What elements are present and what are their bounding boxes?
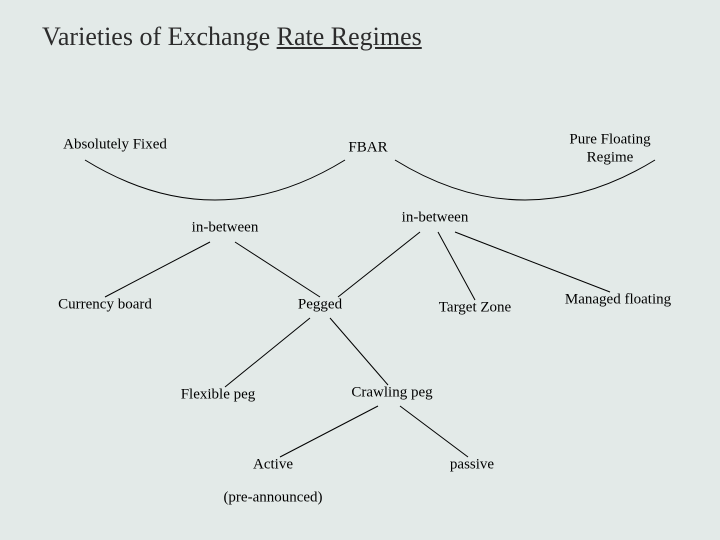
node-fbar: FBAR [348, 140, 387, 157]
node-currency-board: Currency board [58, 297, 152, 314]
edge-crawl_peg-passive [400, 406, 468, 457]
node-pure-float: Pure Floating [569, 132, 650, 149]
edge-inb_right-managed_float [455, 232, 610, 292]
edge-pegged-flex_peg [225, 318, 310, 387]
title-plain: Varieties of Exchange [42, 22, 277, 51]
node-passive: passive [450, 457, 494, 474]
edge-inb_right-target_zone [438, 232, 475, 300]
node-inb-left: in-between [192, 220, 259, 237]
node-abs-fixed: Absolutely Fixed [63, 137, 167, 154]
arc-0 [85, 160, 345, 200]
node-crawl-peg: Crawling peg [351, 385, 432, 402]
title-underline: Rate Regimes [277, 22, 422, 51]
page-title: Varieties of Exchange Rate Regimes [42, 22, 422, 52]
edge-inb_right-pegged [338, 232, 420, 297]
edge-pegged-crawl_peg [330, 318, 388, 385]
node-flex-peg: Flexible peg [181, 387, 256, 404]
diagram-edges [0, 0, 720, 540]
node-active: Active [253, 457, 293, 474]
edge-inb_left-currency_board [105, 242, 210, 297]
node-target-zone: Target Zone [439, 300, 511, 317]
edge-inb_left-pegged [235, 242, 320, 297]
node-managed-float: Managed floating [565, 292, 671, 309]
node-preannounced: (pre-announced) [223, 490, 322, 507]
edge-crawl_peg-active [280, 406, 378, 457]
node-pegged: Pegged [298, 297, 342, 314]
node-pure-float2: Regime [587, 150, 634, 167]
node-inb-right: in-between [402, 210, 469, 227]
